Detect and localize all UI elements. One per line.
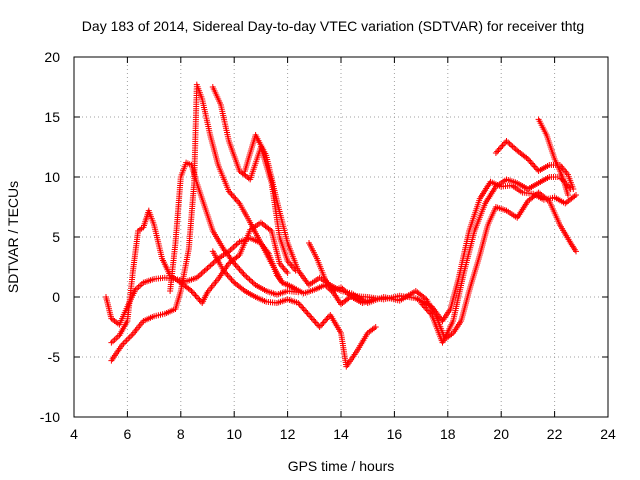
grid-lines: [74, 57, 608, 417]
x-tick-label: 20: [493, 426, 509, 442]
x-tick-label: 12: [280, 426, 296, 442]
series-markers: [108, 207, 291, 346]
y-axis-ticks: -10 -5 0 5 10 15 20: [40, 49, 608, 425]
chart-title: Day 183 of 2014, Sidereal Day-to-day VTE…: [82, 18, 584, 34]
y-tick-label: 10: [44, 169, 60, 185]
series-markers: [492, 138, 577, 192]
x-tick-label: 14: [333, 426, 349, 442]
series-sat-d: [167, 159, 302, 298]
y-tick-label: 15: [44, 109, 60, 125]
x-tick-label: 24: [600, 426, 616, 442]
x-tick-label: 10: [226, 426, 242, 442]
series-markers: [418, 174, 574, 346]
x-tick-label: 4: [70, 426, 78, 442]
series-sat-h: [306, 240, 376, 306]
series-sat-j: [492, 138, 577, 192]
y-tick-label: 5: [52, 229, 60, 245]
y-tick-label: -10: [40, 409, 60, 425]
y-tick-label: -5: [48, 349, 61, 365]
x-tick-label: 8: [177, 426, 185, 442]
series-sat-f: [209, 248, 379, 370]
y-tick-label: 0: [52, 289, 60, 305]
x-tick-label: 22: [547, 426, 563, 442]
data-points: [103, 81, 579, 370]
series-markers: [306, 240, 376, 306]
x-axis-ticks: 4 6 8 10 12 14 16 18 20 22 24: [70, 57, 616, 442]
series-markers: [167, 159, 302, 298]
series-sat-i: [418, 174, 574, 346]
x-tick-label: 16: [387, 426, 403, 442]
series-markers: [535, 116, 571, 198]
y-tick-label: 20: [44, 49, 60, 65]
x-axis-label: GPS time / hours: [288, 458, 395, 474]
series-markers: [108, 81, 296, 364]
series-markers: [209, 248, 379, 370]
series-sat-k: [535, 116, 571, 198]
series-sat-c: [108, 207, 291, 346]
y-axis-label: SDTVAR / TECUs: [5, 181, 21, 293]
x-tick-label: 6: [124, 426, 132, 442]
x-tick-label: 18: [440, 426, 456, 442]
series-sat-b: [108, 81, 296, 364]
